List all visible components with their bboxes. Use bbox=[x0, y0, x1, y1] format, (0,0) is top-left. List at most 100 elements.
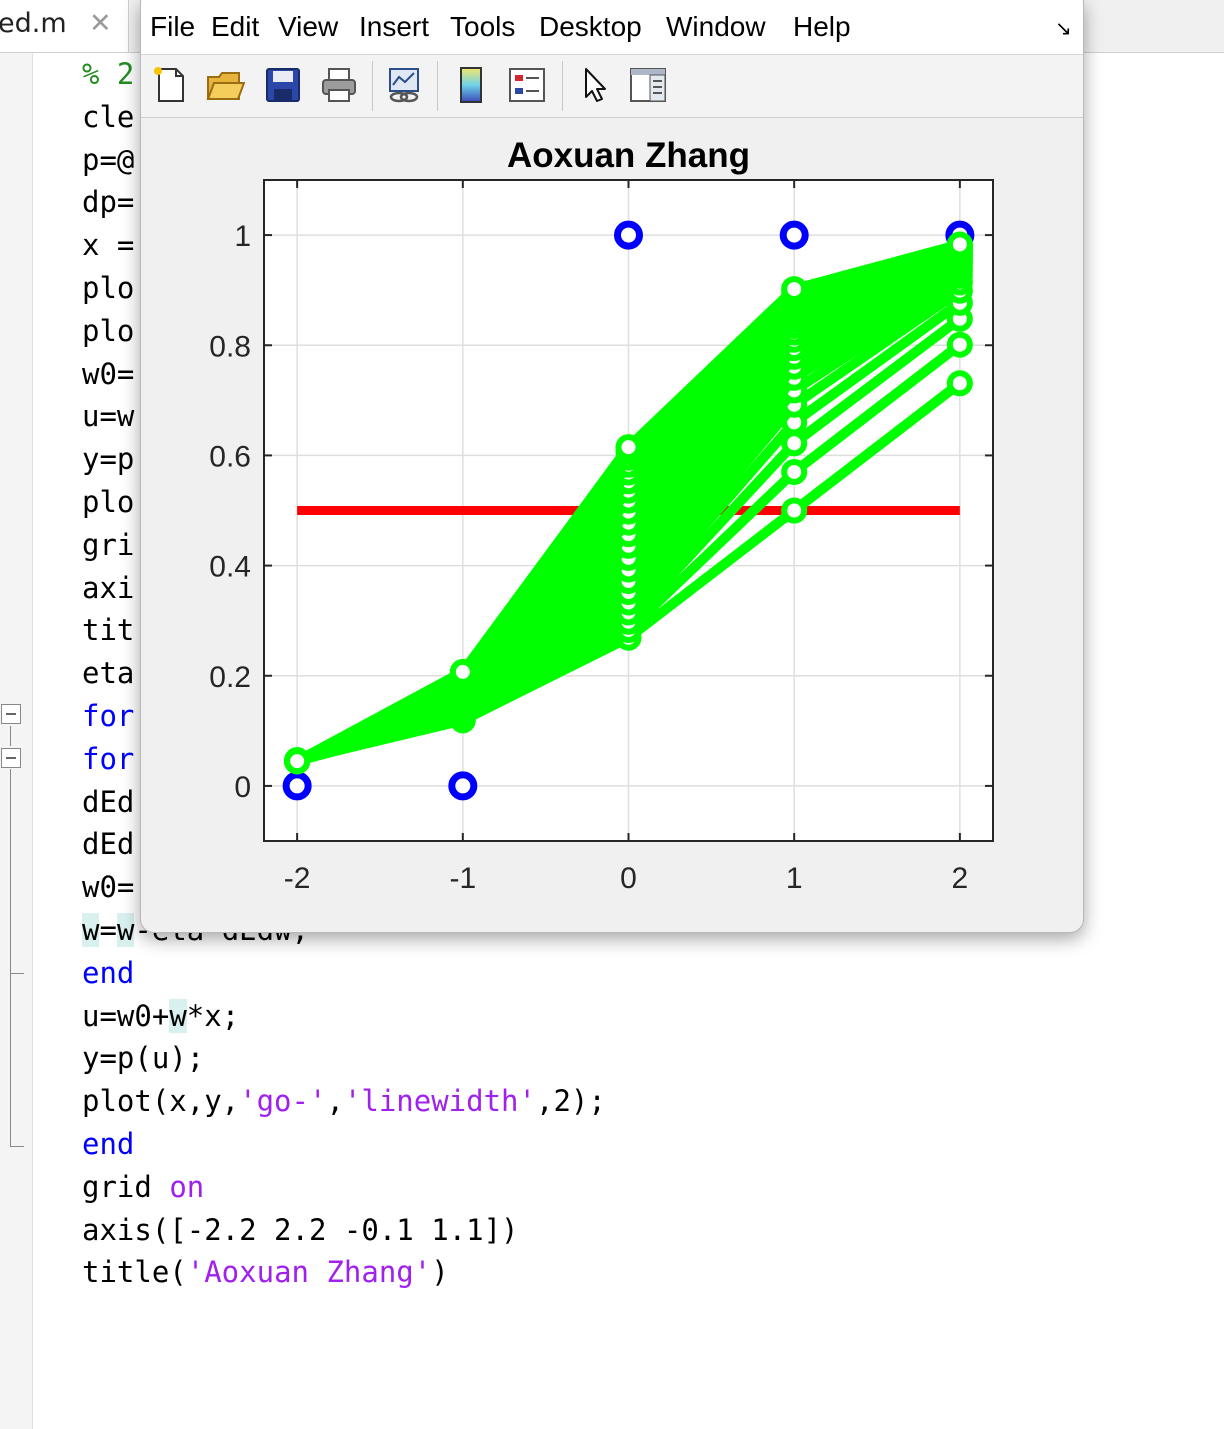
code-text: u=w0+ bbox=[82, 998, 170, 1033]
code-comment: % 2 bbox=[82, 57, 135, 91]
undock-arrow-icon[interactable]: ↘ bbox=[1055, 16, 1072, 40]
tab-filename: ed.m bbox=[0, 8, 67, 39]
menu-view[interactable]: View bbox=[278, 11, 339, 42]
code-text: title( bbox=[82, 1255, 187, 1290]
tab-close-icon[interactable]: ✕ bbox=[89, 8, 112, 39]
fold-toggle-icon[interactable] bbox=[1, 748, 21, 768]
code-line[interactable]: title('Aoxuan Zhang') bbox=[82, 1251, 606, 1294]
code-line[interactable]: grid on bbox=[82, 1166, 606, 1209]
editor-file-tab[interactable]: ed.m ✕ bbox=[0, 0, 129, 52]
code-text: grid bbox=[82, 1169, 170, 1204]
toolbar-separator bbox=[562, 61, 563, 111]
code-line[interactable]: gri bbox=[82, 524, 606, 567]
code-text: *x; bbox=[186, 998, 240, 1033]
code-line[interactable]: p=@ bbox=[82, 139, 606, 182]
property-inspector-icon[interactable] bbox=[628, 65, 668, 105]
code-line[interactable]: plo bbox=[82, 267, 606, 310]
figure-canvas: -2 -1 0 1 2 0 0.2 0.4 0.6 0.8 1 Aoxuan Zhang bbox=[141, 118, 1083, 932]
code-line[interactable]: end bbox=[82, 952, 606, 995]
code-text: w0= bbox=[82, 356, 135, 391]
menu-insert[interactable]: Insert bbox=[359, 11, 430, 42]
learning-curves bbox=[284, 231, 973, 775]
figure-toolbar bbox=[141, 55, 1083, 118]
code-text: p=@ bbox=[82, 142, 135, 177]
code-text: dEd bbox=[82, 784, 135, 819]
menu-window[interactable]: Window bbox=[666, 11, 766, 42]
code-text: gri bbox=[82, 527, 135, 562]
code-text: ) bbox=[431, 1255, 449, 1290]
menu-tools[interactable]: Tools bbox=[450, 11, 516, 42]
print-icon[interactable] bbox=[319, 65, 359, 105]
code-line[interactable]: u=w bbox=[82, 395, 606, 438]
colorbar-icon[interactable] bbox=[451, 65, 491, 105]
link-plot-icon[interactable] bbox=[384, 65, 424, 105]
code-text: plo bbox=[82, 270, 135, 305]
code-line[interactable]: dEd bbox=[82, 781, 606, 824]
code-line[interactable]: cle bbox=[82, 96, 606, 139]
code-line[interactable]: y=p bbox=[82, 438, 606, 481]
series-point bbox=[946, 331, 973, 358]
code-line[interactable]: for bbox=[82, 738, 606, 781]
code-string: 'Aoxuan Zhang' bbox=[186, 1255, 432, 1290]
pointer-icon[interactable] bbox=[574, 65, 614, 105]
x-tick-label: 2 bbox=[952, 862, 969, 895]
code-line[interactable]: % 2 bbox=[82, 53, 606, 96]
code-line[interactable]: u=w0+w*x; bbox=[82, 995, 606, 1038]
code-text: x = bbox=[82, 228, 135, 263]
code-line[interactable]: end bbox=[82, 1123, 606, 1166]
code-line[interactable]: for bbox=[82, 695, 606, 738]
code-text: tit bbox=[82, 613, 135, 648]
code-line[interactable]: plo bbox=[82, 310, 606, 353]
code-text: axis([-2.2 2.2 -0.1 1.1]) bbox=[82, 1212, 519, 1247]
figure-window[interactable]: File Edit View Insert Tools Desktop Wind… bbox=[140, 0, 1084, 933]
fold-guide bbox=[10, 769, 11, 1147]
save-icon[interactable] bbox=[263, 65, 303, 105]
menu-help[interactable]: Help bbox=[793, 11, 851, 42]
code-string: 'linewidth' bbox=[343, 1084, 536, 1119]
series-point bbox=[781, 497, 808, 524]
code-line[interactable]: dEd bbox=[82, 823, 606, 866]
fold-guide-end bbox=[10, 1146, 24, 1147]
code-line[interactable]: plot(x,y,'go-','linewidth',2); bbox=[82, 1080, 606, 1123]
menu-file[interactable]: File bbox=[150, 11, 196, 42]
y-tick-label: 0.2 bbox=[209, 661, 251, 694]
y-tick-label: 0 bbox=[234, 771, 251, 804]
code-text: plo bbox=[82, 313, 135, 348]
y-tick-label: 0.8 bbox=[209, 330, 251, 363]
menu-desktop[interactable]: Desktop bbox=[539, 11, 642, 42]
code-text: w bbox=[169, 998, 187, 1033]
series-point bbox=[615, 434, 642, 461]
code-keyword: end bbox=[82, 955, 135, 990]
fold-toggle-icon[interactable] bbox=[1, 704, 21, 724]
toolbar-separator bbox=[437, 61, 438, 111]
legend-icon[interactable] bbox=[507, 65, 547, 105]
new-figure-icon[interactable] bbox=[150, 65, 190, 105]
code-line[interactable]: axis([-2.2 2.2 -0.1 1.1]) bbox=[82, 1209, 606, 1252]
chart-title: Aoxuan Zhang bbox=[507, 136, 750, 175]
open-file-icon[interactable] bbox=[205, 65, 245, 105]
code-text: w0= bbox=[82, 870, 135, 905]
y-tick-label: 0.4 bbox=[209, 551, 251, 584]
code-string: 'go-' bbox=[239, 1084, 327, 1119]
series-point bbox=[781, 458, 808, 485]
code-text: ,2); bbox=[535, 1084, 606, 1119]
series-point bbox=[449, 658, 476, 685]
figure-menubar: File Edit View Insert Tools Desktop Wind… bbox=[141, 0, 1083, 55]
code-text: y=p(u); bbox=[82, 1041, 205, 1076]
code-line[interactable]: x = bbox=[82, 224, 606, 267]
code-line[interactable]: y=p(u); bbox=[82, 1037, 606, 1080]
code-line[interactable]: w0= bbox=[82, 353, 606, 396]
code-line[interactable]: plo bbox=[82, 481, 606, 524]
series-point bbox=[946, 231, 973, 258]
code-keyword: end bbox=[82, 1126, 135, 1161]
code-text: w bbox=[82, 912, 100, 947]
code-line[interactable]: w0= bbox=[82, 866, 606, 909]
code-line[interactable]: axi bbox=[82, 567, 606, 610]
code-line[interactable]: eta bbox=[82, 652, 606, 695]
code-text: dEd bbox=[82, 827, 135, 862]
menu-edit[interactable]: Edit bbox=[211, 11, 260, 42]
code-line[interactable]: tit bbox=[82, 609, 606, 652]
series-point bbox=[284, 748, 311, 775]
code-keyword: for bbox=[82, 741, 135, 776]
x-tick-label: -2 bbox=[284, 862, 311, 895]
